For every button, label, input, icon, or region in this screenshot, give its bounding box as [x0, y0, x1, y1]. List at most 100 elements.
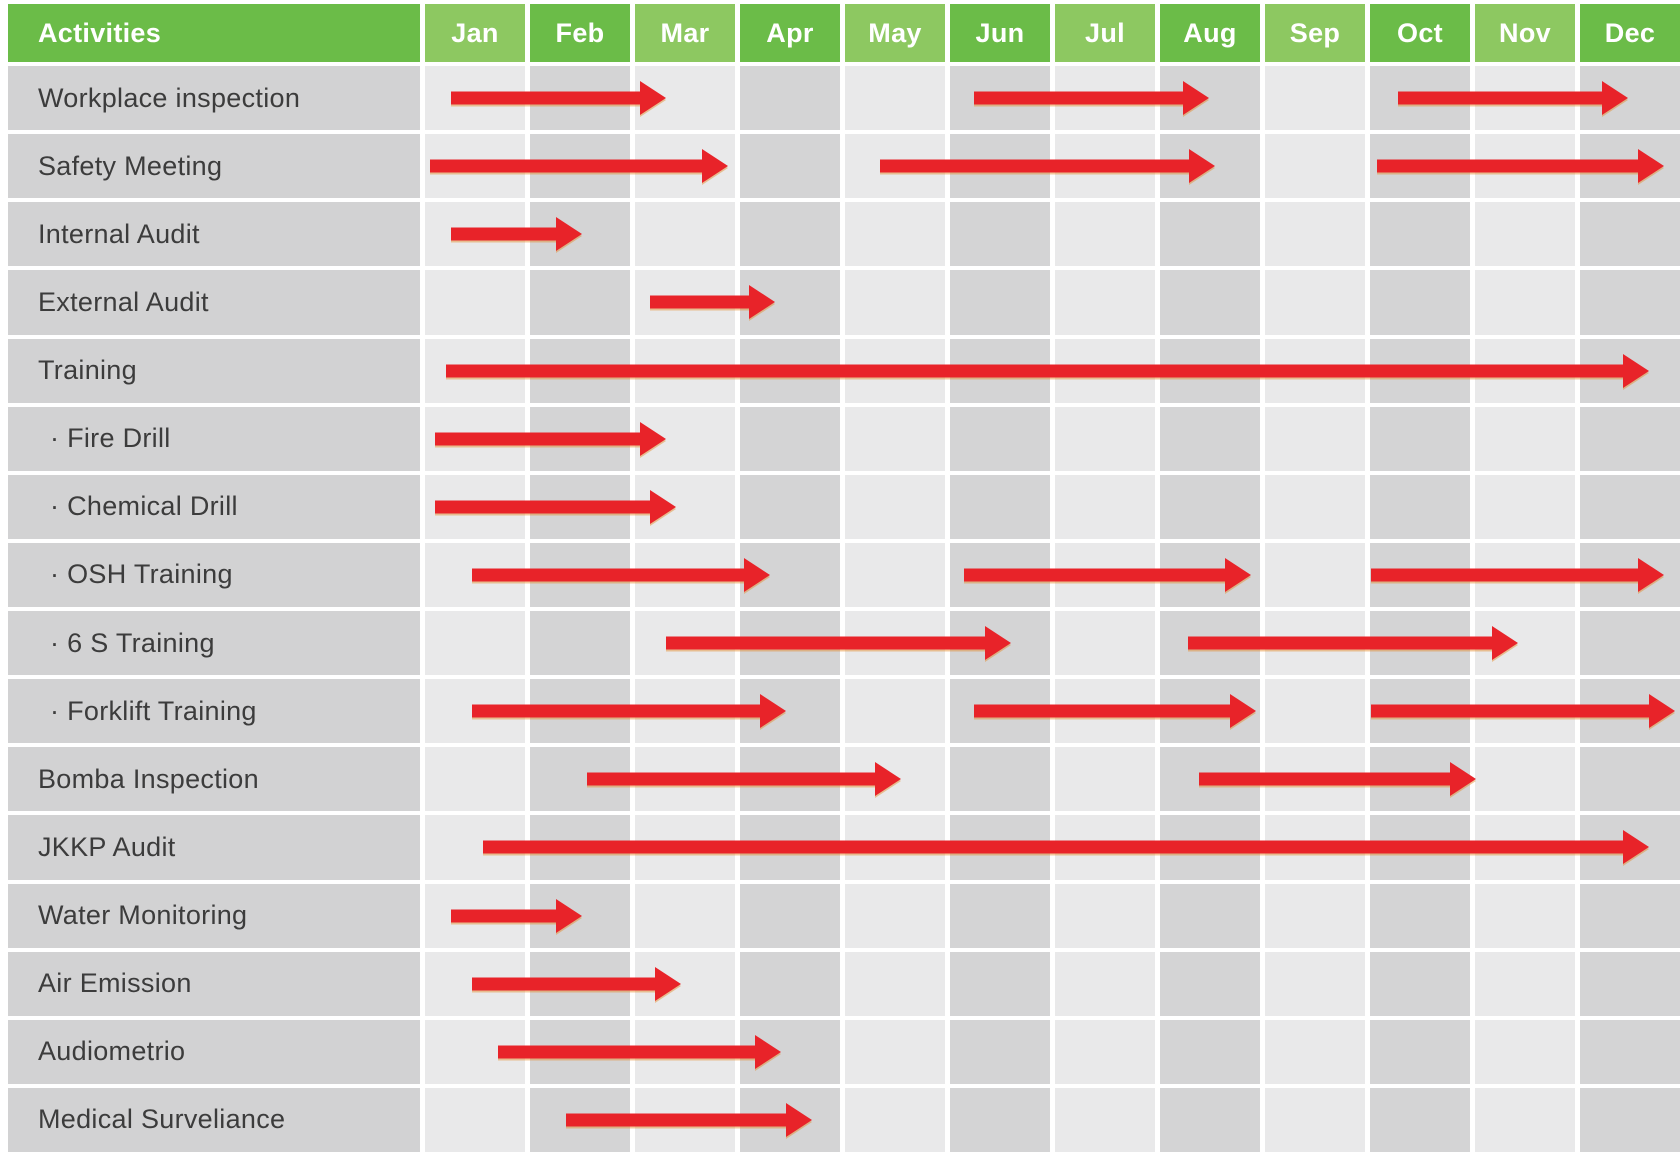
month-cell — [425, 679, 525, 744]
month-cell — [1265, 66, 1365, 131]
month-cell — [635, 406, 735, 471]
month-header-cell: Jun — [950, 4, 1050, 62]
month-cell — [950, 679, 1050, 744]
month-cell — [1055, 1087, 1155, 1152]
month-cell — [1475, 747, 1575, 812]
month-cell — [950, 406, 1050, 471]
month-cell — [530, 611, 630, 676]
month-cell — [1055, 270, 1155, 335]
month-cell — [845, 883, 945, 948]
month-cell — [950, 474, 1050, 539]
activity-row: Air Emission — [8, 951, 1680, 1016]
month-cell — [1370, 270, 1470, 335]
month-cell — [1055, 1019, 1155, 1084]
month-cell — [1580, 747, 1680, 812]
activity-row: · Chemical Drill — [8, 474, 1680, 539]
month-cell — [635, 815, 735, 880]
month-cell — [425, 66, 525, 131]
month-cell — [530, 66, 630, 131]
activity-months — [425, 338, 1680, 403]
activity-label: · Chemical Drill — [8, 474, 420, 539]
month-cell — [1265, 542, 1365, 607]
month-cell — [845, 406, 945, 471]
month-cell — [530, 202, 630, 267]
month-cell — [950, 951, 1050, 1016]
month-cell — [425, 611, 525, 676]
month-cell — [1055, 611, 1155, 676]
activity-row: External Audit — [8, 270, 1680, 335]
month-cell — [1370, 1019, 1470, 1084]
month-header-cell: Sep — [1265, 4, 1365, 62]
month-cell — [1265, 202, 1365, 267]
month-cell — [1580, 338, 1680, 403]
month-cell — [1265, 1087, 1365, 1152]
month-cell — [1265, 338, 1365, 403]
activities-header: Activities — [8, 4, 420, 62]
month-cell — [425, 951, 525, 1016]
month-cell — [425, 747, 525, 812]
month-cell — [1160, 951, 1260, 1016]
month-cell — [530, 1087, 630, 1152]
month-cell — [1475, 883, 1575, 948]
month-cell — [1160, 270, 1260, 335]
activity-label: · Forklift Training — [8, 679, 420, 744]
month-cell — [1055, 202, 1155, 267]
month-cell — [1475, 679, 1575, 744]
month-cell — [425, 542, 525, 607]
month-cell — [530, 406, 630, 471]
month-cell — [530, 474, 630, 539]
month-cell — [1160, 202, 1260, 267]
activity-label: Water Monitoring — [8, 883, 420, 948]
activity-row: · OSH Training — [8, 542, 1680, 607]
month-cell — [1265, 815, 1365, 880]
month-cell — [425, 134, 525, 199]
month-cell — [845, 815, 945, 880]
month-cell — [425, 1019, 525, 1084]
activity-months — [425, 406, 1680, 471]
month-cell — [530, 270, 630, 335]
month-cell — [635, 202, 735, 267]
activity-months — [425, 270, 1680, 335]
month-cell — [1475, 66, 1575, 131]
month-cell — [635, 66, 735, 131]
month-cell — [845, 542, 945, 607]
month-cell — [740, 679, 840, 744]
month-cell — [1160, 679, 1260, 744]
month-cell — [1370, 611, 1470, 676]
month-cell — [950, 270, 1050, 335]
month-cell — [1265, 406, 1365, 471]
month-cell — [950, 747, 1050, 812]
activity-row: · Forklift Training — [8, 679, 1680, 744]
month-cell — [740, 1087, 840, 1152]
activity-row: Internal Audit — [8, 202, 1680, 267]
month-cell — [1265, 747, 1365, 812]
month-cell — [950, 815, 1050, 880]
month-cell — [1055, 951, 1155, 1016]
month-cell — [1580, 679, 1680, 744]
month-cell — [1160, 1019, 1260, 1084]
activity-row: Training — [8, 338, 1680, 403]
month-cell — [740, 611, 840, 676]
activity-row: Water Monitoring — [8, 883, 1680, 948]
month-cell — [950, 883, 1050, 948]
month-cell — [635, 679, 735, 744]
month-cell — [425, 815, 525, 880]
month-cell — [1160, 338, 1260, 403]
month-cell — [530, 679, 630, 744]
activity-row: Bomba Inspection — [8, 747, 1680, 812]
activity-months — [425, 474, 1680, 539]
month-cell — [845, 951, 945, 1016]
activity-months — [425, 134, 1680, 199]
month-cell — [1055, 66, 1155, 131]
month-cell — [425, 1087, 525, 1152]
month-cell — [1370, 1087, 1470, 1152]
month-cell — [1475, 951, 1575, 1016]
month-header-cell: Jan — [425, 4, 525, 62]
activity-label: Bomba Inspection — [8, 747, 420, 812]
activity-row: JKKP Audit — [8, 815, 1680, 880]
month-cell — [1055, 815, 1155, 880]
activity-label: Audiometrio — [8, 1019, 420, 1084]
month-cell — [1160, 474, 1260, 539]
month-cell — [1055, 679, 1155, 744]
